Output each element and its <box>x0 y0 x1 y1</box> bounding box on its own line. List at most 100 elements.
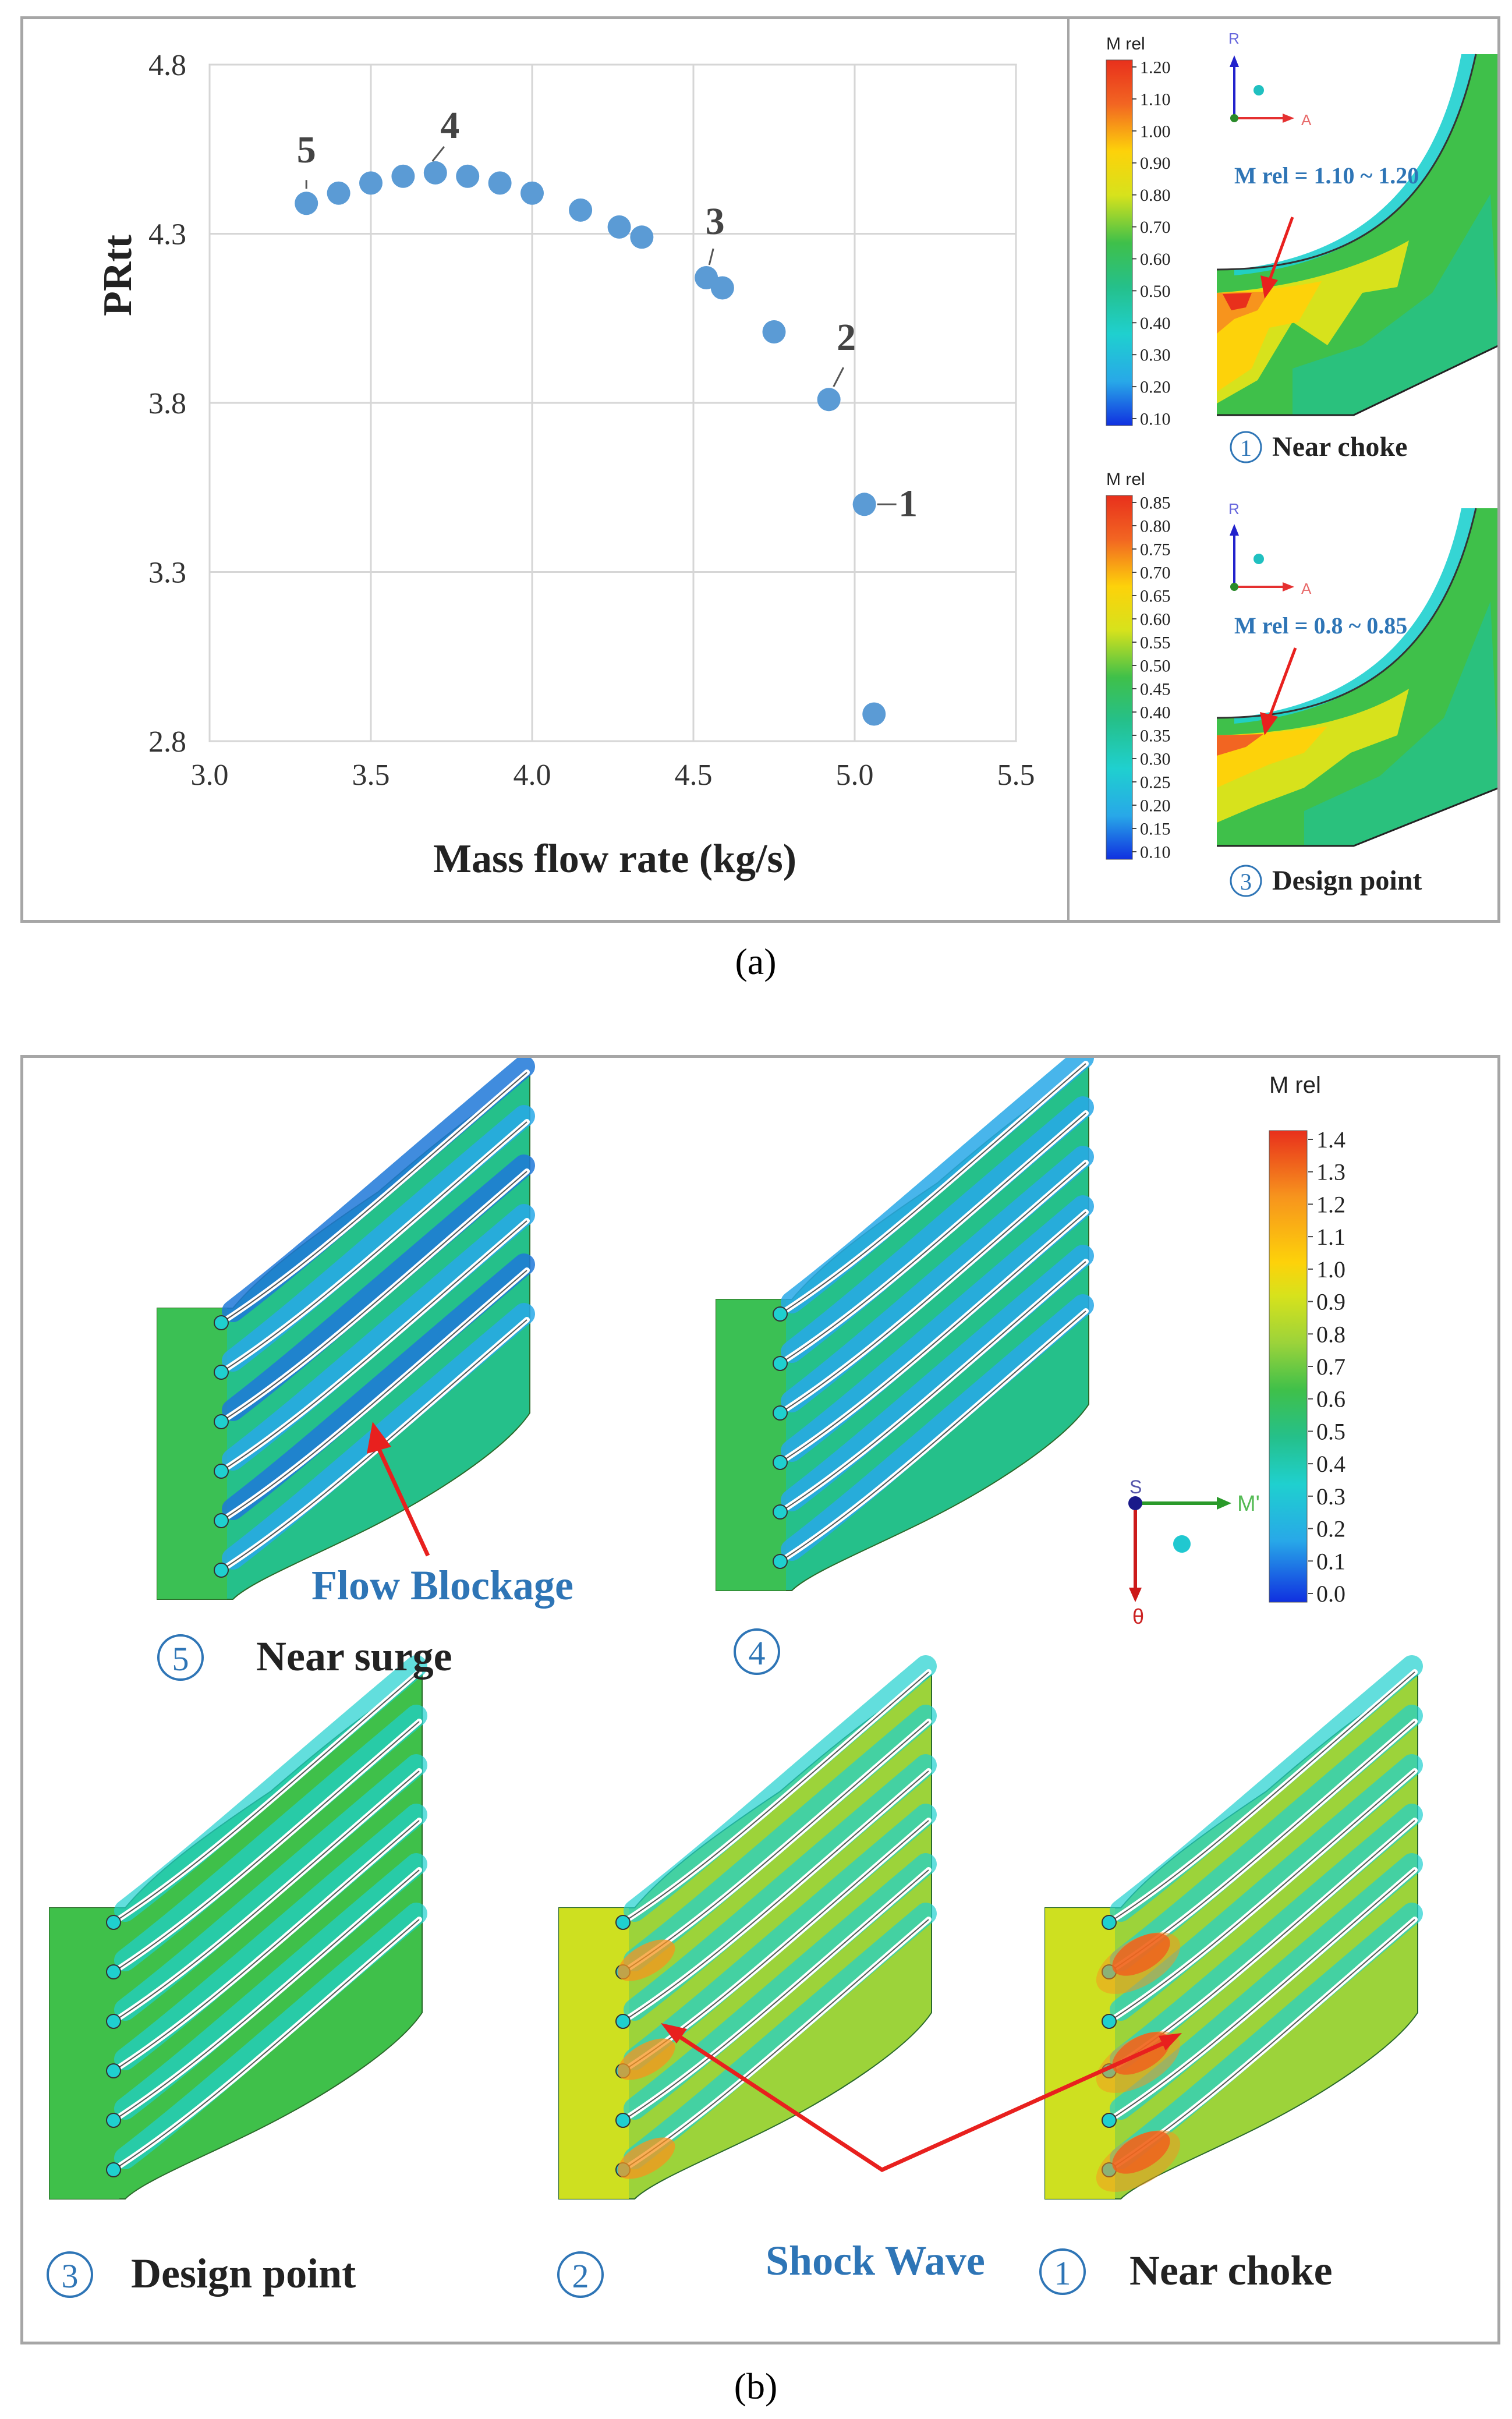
legend-value: 0.20 <box>1140 796 1171 816</box>
legend-value: 0.70 <box>1140 564 1171 583</box>
data-point <box>520 181 544 205</box>
legend-value: 0.90 <box>1140 154 1171 173</box>
legend-value: 0.8 <box>1316 1321 1345 1347</box>
legend-value: 0.40 <box>1140 703 1171 722</box>
axis-m-arrow <box>1217 1497 1231 1510</box>
legend-top-ticks: 1.20 1.10 1.00 0.90 0.80 0.70 0.60 0.50 0.40 0.30… <box>1132 58 1171 429</box>
impeller-contour-bottom <box>1216 508 1497 847</box>
contour-bottom-label: Design point <box>1272 865 1422 896</box>
y-tick-label: 3.8 <box>148 387 186 420</box>
axis-sphere-2 <box>1253 554 1264 564</box>
x-tick-label: 4.5 <box>675 759 713 792</box>
legend-value: 0.85 <box>1140 494 1171 513</box>
legend-value: 0.35 <box>1140 727 1171 746</box>
panel-a: 3.0 3.5 4.0 4.5 5.0 5.5 2.8 3.3 3.8 4.3 4.8 5 4 3 2 1 P… <box>20 16 1500 923</box>
data-point <box>607 215 631 239</box>
x-tick-label: 3.0 <box>191 759 229 792</box>
cascade-1-label: Near choke <box>1129 2247 1333 2294</box>
axis-a-label: A <box>1301 111 1312 129</box>
x-tick-label: 5.0 <box>836 759 874 792</box>
legend-value: 0.9 <box>1316 1289 1345 1315</box>
legend-value: 1.10 <box>1140 90 1171 109</box>
cascade-contour <box>1044 1655 1423 2200</box>
axis-m-label: M' <box>1237 1492 1260 1516</box>
data-point <box>456 164 480 188</box>
data-point <box>852 493 876 516</box>
caption-b: (b) <box>734 2365 778 2407</box>
caption-a: (a) <box>735 941 777 982</box>
annotation-bottom: M rel = 0.8 ~ 0.85 <box>1234 612 1407 639</box>
annotation-bottom-arrow-head <box>1260 712 1278 735</box>
annotation-leader <box>833 367 845 387</box>
annotation-leader <box>708 248 714 265</box>
legend-value: 0.80 <box>1140 517 1171 536</box>
axis-origin-2 <box>1230 583 1238 591</box>
circle-number-bottom <box>1230 865 1262 897</box>
cascade-label-3: 3 Design point <box>47 2250 356 2298</box>
legend-value: 1.0 <box>1316 1256 1345 1283</box>
y-tick-label: 3.3 <box>148 557 186 590</box>
cascade-3-label: Design point <box>131 2250 356 2297</box>
cascade-3-num: 3 <box>62 2257 79 2295</box>
data-point <box>391 164 415 188</box>
axis-r-arrow-2 <box>1230 524 1239 536</box>
contour-near-choke: M rel 1.20 1.10 1.00 0.90 0.80 0.70 0.60 0.50 0.… <box>1106 30 1497 463</box>
legend-value: 0.50 <box>1140 657 1171 676</box>
x-tick-label: 5.5 <box>997 759 1035 792</box>
legend-value: 0.60 <box>1140 610 1171 629</box>
legend-bar-top <box>1106 59 1133 426</box>
point-annotation: 5 <box>297 129 316 171</box>
shock-wave-arrows <box>668 2028 1174 2172</box>
cascade-1-num: 1 <box>1054 2254 1071 2292</box>
legend-value: 1.4 <box>1316 1127 1345 1153</box>
data-point <box>630 225 654 249</box>
legend-value: 0.10 <box>1140 410 1171 429</box>
data-point <box>295 192 318 215</box>
annotation-top: M rel = 1.10 ~ 1.20 <box>1234 162 1419 189</box>
legend-value: 0.4 <box>1316 1451 1345 1477</box>
cascade-4-num: 4 <box>749 1634 766 1672</box>
legend-value: 0.60 <box>1140 250 1171 269</box>
axis-s-label: S <box>1129 1476 1142 1497</box>
cascade-label-2: 2 <box>557 2251 604 2298</box>
x-tick-label: 4.0 <box>514 759 551 792</box>
annotation-top-arrow-head <box>1260 275 1278 299</box>
shock-wave-arrow-head-left <box>661 2023 687 2043</box>
point-annotation: 3 <box>706 200 725 243</box>
legend-title-b: M rel <box>1269 1072 1321 1098</box>
data-point <box>817 388 841 412</box>
shock-wave-label: Shock Wave <box>766 2237 985 2284</box>
contour-design-point: M rel 0.850.800.750.700.650.600.550.500.… <box>1106 470 1497 897</box>
panel-b: M rel 1.4 1.3 1.2 1.1 1.0 0.9 0.8 0.7 0.6 0.5 0.4 0… <box>20 1055 1500 2344</box>
axis-theta-arrow <box>1129 1588 1142 1602</box>
cascade-5-label: Near surge <box>256 1633 452 1680</box>
legend-value: 0.45 <box>1140 680 1171 699</box>
legend-value: 0.25 <box>1140 773 1171 792</box>
axis-a-arrow <box>1283 114 1294 123</box>
cascade-contour <box>49 1655 427 2200</box>
legend-title-top: M rel <box>1106 34 1145 54</box>
axis-r-label: R <box>1228 30 1240 47</box>
legend-value: 0.0 <box>1316 1581 1345 1607</box>
axis-sphere <box>1253 85 1264 95</box>
legend-value: 0.30 <box>1140 346 1171 365</box>
legend-value: 0.5 <box>1316 1418 1345 1444</box>
data-point <box>327 181 350 205</box>
legend-value: 0.75 <box>1140 540 1171 559</box>
legend-bar-b <box>1269 1130 1308 1603</box>
axis-r-arrow <box>1230 55 1239 67</box>
circle-number-bottom-text: 3 <box>1240 869 1252 895</box>
legend-b-ticks: 1.4 1.3 1.2 1.1 1.0 0.9 0.8 0.7 0.6 0.5 0.4 0.3 0.2 0… <box>1308 1127 1345 1607</box>
shock-wave-arrow-head-right <box>1159 2033 1182 2050</box>
legend-value: 0.30 <box>1140 750 1171 769</box>
cascade-label-5: 5 Near surge <box>157 1633 452 1681</box>
cascades <box>49 1058 1423 2200</box>
cascade-contour <box>716 1058 1094 1591</box>
axis-origin <box>1230 114 1238 122</box>
point-annotation: 2 <box>837 316 856 359</box>
data-point <box>862 702 886 726</box>
panel-a-svg: 3.0 3.5 4.0 4.5 5.0 5.5 2.8 3.3 3.8 4.3 4.8 5 4 3 2 1 P… <box>95 19 1497 920</box>
y-tick-label: 4.8 <box>148 49 186 82</box>
legend-value: 1.3 <box>1316 1159 1345 1185</box>
x-axis-label: Mass flow rate (kg/s) <box>433 837 796 881</box>
